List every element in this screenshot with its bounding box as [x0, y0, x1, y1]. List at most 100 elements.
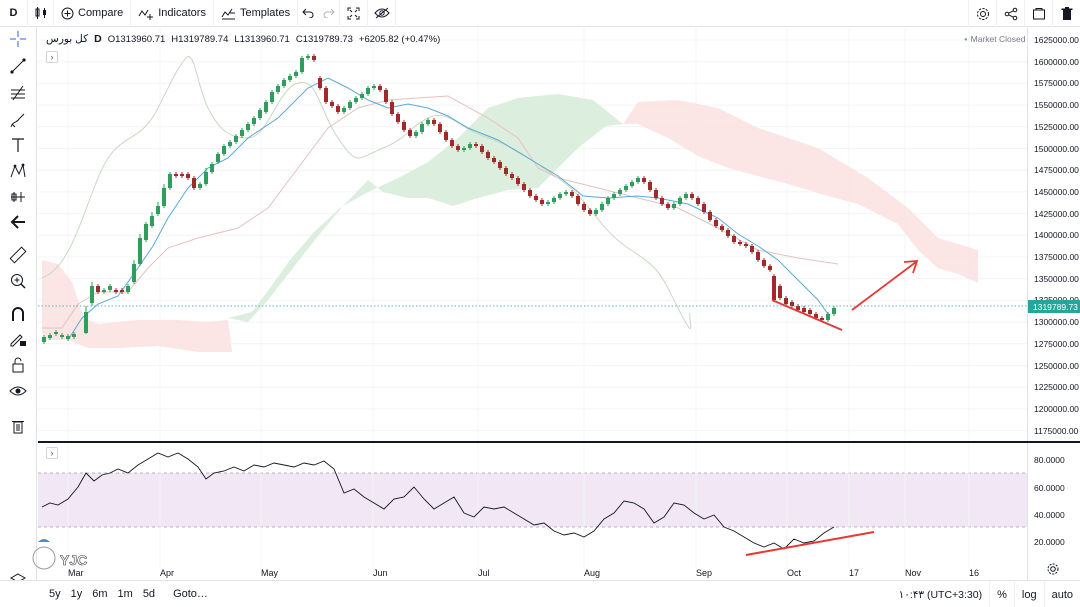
candle-body: [648, 182, 652, 190]
time-axis-settings-button[interactable]: [1046, 562, 1060, 576]
candle-body: [312, 56, 316, 60]
price-tick-label: 1550000.00: [1034, 100, 1079, 111]
price-tick-label: 1400000.00: [1034, 230, 1079, 241]
pitchfork-tool[interactable]: [8, 83, 28, 103]
legend-low: L1313960.71: [234, 33, 290, 45]
crosshair-icon: [10, 31, 26, 47]
candle-body: [784, 298, 788, 304]
redo-icon: [323, 8, 335, 18]
range-5d[interactable]: 5d: [142, 588, 156, 600]
chart-type-button[interactable]: [28, 0, 54, 27]
ichimoku-cloud-bullish: [228, 94, 623, 322]
candle-body: [564, 192, 568, 194]
candle-body: [474, 144, 478, 146]
candle-body: [588, 210, 592, 214]
settings-button[interactable]: [968, 0, 996, 27]
candle-body: [510, 174, 514, 178]
candle-body: [198, 184, 202, 188]
delete-button[interactable]: [1052, 0, 1080, 27]
snapshot-button[interactable]: [1024, 0, 1052, 27]
interval-button[interactable]: D: [0, 0, 28, 27]
legend-open: O1313960.71: [107, 33, 166, 45]
candle-body: [402, 122, 406, 130]
measure-tool[interactable]: [8, 245, 28, 265]
compare-button[interactable]: Compare: [54, 0, 132, 27]
candle-body: [246, 124, 250, 130]
candle-body: [450, 140, 454, 146]
legend-collapse-button[interactable]: ›: [46, 51, 58, 63]
pencil-lock-icon: [10, 334, 26, 347]
candle-body: [582, 204, 586, 210]
candle-body: [138, 238, 142, 264]
range-6m[interactable]: 6m: [92, 588, 108, 600]
chevron-right-icon: ›: [50, 448, 54, 458]
stay-in-drawing-tool[interactable]: [8, 329, 28, 349]
rsi-line: [41, 452, 835, 550]
zoom-tool[interactable]: [8, 271, 28, 291]
back-arrow-tool[interactable]: [8, 212, 28, 232]
candle-body: [720, 226, 724, 230]
redo-button[interactable]: [318, 0, 341, 27]
candle-body: [814, 314, 818, 318]
lock-icon: [12, 357, 24, 373]
pattern-tool[interactable]: [8, 161, 28, 181]
trend-line-tool[interactable]: [8, 56, 28, 76]
candle-body: [228, 142, 232, 146]
rsi-tick-label: 20.0000: [1034, 537, 1065, 547]
candle-body: [796, 306, 800, 310]
price-tick-label: 1450000.00: [1034, 186, 1079, 197]
candle-body: [684, 194, 688, 198]
candle-body: [444, 132, 448, 140]
ruler-icon: [9, 246, 27, 264]
time-tick-label: May: [261, 568, 279, 578]
share-button[interactable]: [996, 0, 1024, 27]
symbol-name[interactable]: کل بورس: [46, 33, 89, 45]
magnet-icon: [12, 307, 24, 321]
auto-toggle[interactable]: auto: [1043, 581, 1080, 607]
hide-drawings-button[interactable]: [368, 0, 397, 27]
candle-body: [522, 184, 526, 190]
log-toggle[interactable]: log: [1013, 581, 1044, 607]
prediction-tool[interactable]: [8, 187, 28, 207]
candle-body: [96, 286, 100, 292]
range-1y[interactable]: 1y: [70, 588, 83, 600]
show-drawings-tool[interactable]: [8, 381, 28, 401]
text-tool[interactable]: [8, 135, 28, 155]
candle-body: [186, 174, 190, 178]
price-chart[interactable]: [38, 28, 1027, 441]
legend-change: +6205.82 (+0.47%): [358, 33, 441, 45]
plus-circle-icon: [61, 7, 74, 19]
zoom-in-icon: [11, 274, 26, 289]
lock-drawings-tool[interactable]: [8, 355, 28, 375]
candle-body: [708, 212, 712, 220]
candle-body: [702, 204, 706, 212]
rsi-collapse-button[interactable]: ›: [46, 447, 58, 459]
candle-body: [306, 56, 310, 58]
pane-separator[interactable]: [38, 441, 1080, 443]
candle-body: [540, 200, 544, 204]
range-1m[interactable]: 1m: [117, 588, 133, 600]
brush-tool[interactable]: [8, 110, 28, 130]
crosshair-tool[interactable]: [8, 29, 28, 49]
remove-drawings-tool[interactable]: [8, 416, 28, 436]
candle-body: [732, 236, 736, 242]
price-tick-label: 1575000.00: [1034, 78, 1079, 89]
templates-button[interactable]: Templates: [214, 0, 299, 27]
candle-body: [654, 190, 658, 198]
undo-button[interactable]: [298, 0, 318, 27]
price-tick-label: 1200000.00: [1034, 403, 1079, 414]
candle-body: [132, 264, 136, 282]
candle-body: [534, 196, 538, 200]
candle-body: [408, 130, 412, 136]
magnet-tool[interactable]: [8, 304, 28, 324]
goto-button[interactable]: Goto…: [173, 588, 208, 600]
fullscreen-button[interactable]: [340, 0, 369, 27]
indicators-button[interactable]: Indicators: [131, 0, 214, 27]
rsi-chart[interactable]: [38, 443, 1027, 568]
candle-body: [252, 118, 256, 124]
percent-toggle[interactable]: %: [989, 581, 1014, 607]
range-5y[interactable]: 5y: [49, 588, 61, 600]
interval-label: D: [9, 7, 18, 19]
clock-display[interactable]: ۱۰:۴۳ (UTC+3:30): [898, 588, 983, 601]
